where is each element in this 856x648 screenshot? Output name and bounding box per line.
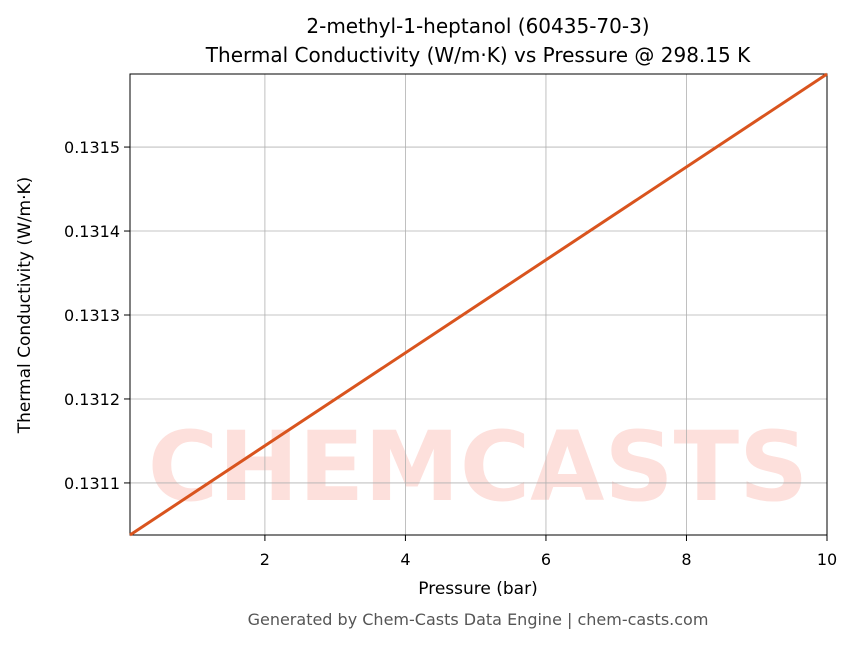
plot-frame xyxy=(129,73,828,536)
x-tick-label: 2 xyxy=(260,550,270,569)
data-line xyxy=(129,72,828,537)
y-tick-label: 0.1314 xyxy=(64,222,120,241)
x-tick-label: 6 xyxy=(541,550,551,569)
footer: Generated by Chem-Casts Data Engine | ch… xyxy=(248,610,709,629)
x-axis-label: Pressure (bar) xyxy=(418,579,537,599)
watermark: CHEMCASTS xyxy=(148,411,808,523)
x-tick-label: 10 xyxy=(817,550,837,569)
chart-title: 2-methyl-1-heptanol (60435-70-3) xyxy=(306,14,649,38)
y-tick-label: 0.1315 xyxy=(64,138,120,157)
x-tick-label: 8 xyxy=(681,550,691,569)
y-axis-label: Thermal Conductivity (W/m·K) xyxy=(15,177,35,435)
y-tick-label: 0.1313 xyxy=(64,306,120,325)
y-tick-label: 0.1312 xyxy=(64,390,120,409)
y-tick-label: 0.1311 xyxy=(64,474,120,493)
x-tick-label: 4 xyxy=(400,550,410,569)
chart-subtitle: Thermal Conductivity (W/m·K) vs Pressure… xyxy=(205,43,751,67)
